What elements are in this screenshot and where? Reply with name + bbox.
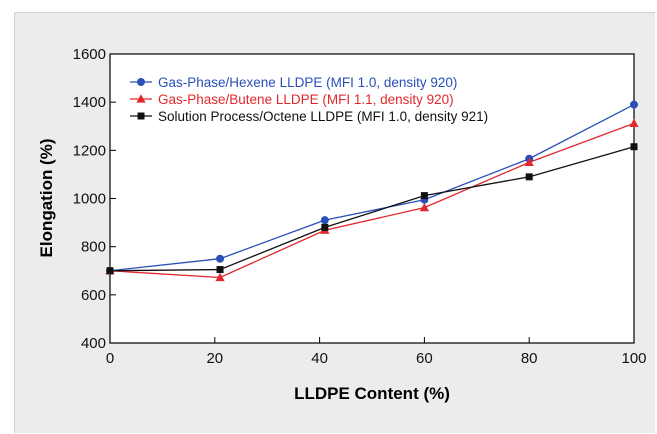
y-tick-label: 600 bbox=[81, 287, 106, 304]
data-point-square bbox=[216, 266, 224, 274]
legend-marker-triangle bbox=[136, 94, 146, 103]
y-tick-label: 800 bbox=[81, 239, 106, 256]
plot-area bbox=[109, 53, 635, 344]
lines-layer bbox=[109, 103, 635, 279]
x-tick-label: 20 bbox=[206, 350, 223, 367]
data-point-circle bbox=[320, 216, 329, 225]
legend-marker-circle bbox=[137, 78, 145, 86]
x-tick-label: 60 bbox=[416, 350, 433, 367]
data-point-square bbox=[106, 267, 114, 275]
y-axis-title: Elongation (%) bbox=[37, 139, 56, 258]
y-tick-label: 1000 bbox=[73, 191, 106, 208]
series-line-square bbox=[109, 146, 635, 272]
data-point-triangle bbox=[524, 157, 534, 166]
data-point-triangle bbox=[629, 118, 639, 127]
chart-frame: 0 20 40 60 80 100 400 600 800 1000 1200 1400 1600 Ga… bbox=[14, 12, 655, 433]
x-tick-label: 0 bbox=[106, 350, 114, 367]
x-tick-label: 100 bbox=[621, 350, 646, 367]
chart-svg: 0 20 40 60 80 100 400 600 800 1000 1200 1400 1600 Ga… bbox=[37, 46, 647, 403]
x-tick-label: 40 bbox=[311, 350, 328, 367]
data-point-square bbox=[630, 143, 638, 151]
data-point-triangle bbox=[419, 202, 429, 212]
data-point-square bbox=[420, 192, 428, 200]
data-point-square bbox=[525, 173, 533, 181]
legend-label-gas-phase-butene: Gas-Phase/Butene LLDPE (MFI 1.1, density… bbox=[158, 92, 454, 107]
legend-label-gas-phase-hexene: Gas-Phase/Hexene LLDPE (MFI 1.0, density… bbox=[158, 75, 457, 90]
x-tick-label: 80 bbox=[521, 350, 538, 367]
ticks-layer: 0 20 40 60 80 100 400 600 800 1000 1200 1400 1600 bbox=[73, 46, 647, 367]
y-tick-label: 400 bbox=[81, 335, 106, 352]
legend-label-solution: Solution Process/Octene LLDPE (MFI 1.0, … bbox=[158, 109, 488, 124]
y-tick-label: 1400 bbox=[73, 94, 106, 111]
data-point-circle bbox=[216, 254, 225, 263]
legend-marker-square bbox=[137, 112, 145, 120]
data-point-square bbox=[321, 223, 329, 231]
series-line-circle bbox=[109, 103, 635, 272]
data-point-triangle bbox=[215, 272, 225, 282]
series-line-triangle bbox=[109, 122, 635, 279]
x-axis-title: LLDPE Content (%) bbox=[294, 384, 450, 403]
y-tick-label: 1600 bbox=[73, 46, 106, 63]
legend: Gas-Phase/Hexene LLDPE (MFI 1.0, density… bbox=[130, 75, 488, 124]
data-point-circle bbox=[630, 100, 638, 109]
markers-layer bbox=[105, 100, 639, 282]
y-tick-label: 1200 bbox=[73, 142, 106, 159]
